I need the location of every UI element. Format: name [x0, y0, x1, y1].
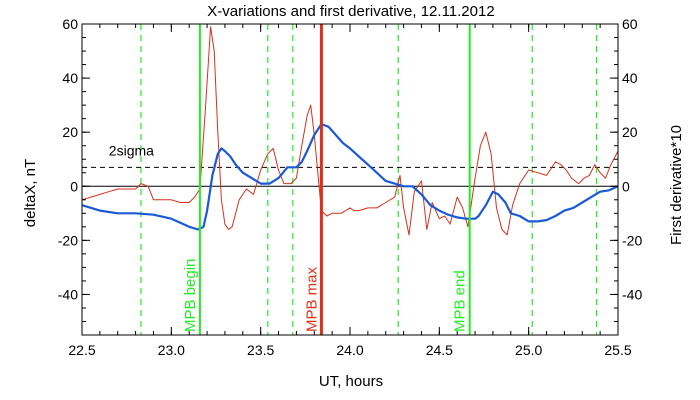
plot-area: 2sigma MPB begin MPB max MPB end 22.5 23.0 23.…: [58, 16, 643, 358]
vertical-marker-label-1: MPB max: [303, 266, 320, 332]
x-tick-label-3: 24.0: [336, 342, 363, 358]
y-right-tick-label-2: 20: [622, 124, 638, 140]
y-left-tick-label-4: -20: [58, 232, 78, 248]
y-left-tick-label-1: 40: [62, 70, 78, 86]
deltax-series-line: [81, 122, 619, 231]
vertical-marker-label-0: MPB begin: [182, 259, 199, 332]
right-y-axis-label: First derivative*10: [668, 125, 685, 245]
y-right-tick-label-5: -40: [622, 286, 642, 302]
y-right-tick-label-0: 60: [622, 16, 638, 32]
x-tick-label-2: 23.5: [247, 342, 274, 358]
y-right-tick-label-4: -20: [622, 232, 642, 248]
y-left-tick-label-3: 0: [70, 178, 78, 194]
x-tick-label-5: 25.0: [515, 342, 542, 358]
plot-frame: [81, 23, 619, 336]
y-left-tick-label-5: -40: [58, 286, 78, 302]
x-tick-label-1: 23.0: [158, 342, 185, 358]
derivative-series-line: [81, 26, 619, 236]
x-tick-label-6: 25.5: [604, 342, 631, 358]
y-left-tick-label-0: 60: [62, 16, 78, 32]
left-y-axis-label: deltaX, nT: [22, 159, 39, 227]
sigma-label: 2sigma: [109, 142, 154, 158]
x-tick-label-0: 22.5: [68, 342, 95, 358]
y-left-tick-label-2: 20: [62, 124, 78, 140]
chart-title: X-variations and first derivative, 12.11…: [207, 3, 494, 20]
y-right-tick-label-1: 40: [622, 70, 638, 86]
x-axis-label: UT, hours: [319, 373, 383, 390]
vertical-marker-label-2: MPB end: [452, 270, 469, 332]
y-right-tick-label-3: 0: [622, 178, 630, 194]
x-tick-label-4: 24.5: [426, 342, 453, 358]
